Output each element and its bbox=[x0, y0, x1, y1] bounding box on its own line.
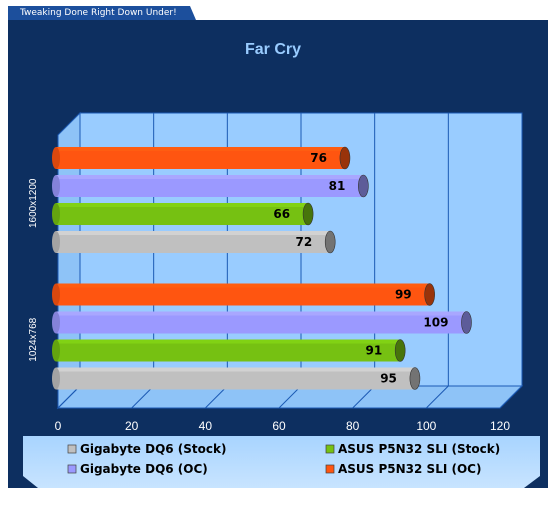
legend-label-asus-p5n32-sli-stock: ASUS P5N32 SLI (Stock) bbox=[338, 442, 500, 456]
floor-gridline-60 bbox=[278, 385, 302, 409]
floor-gridline-0 bbox=[57, 385, 81, 409]
bar-asus-p5n32-sli-oc-1024x768 bbox=[52, 283, 435, 306]
floor-gridline-120 bbox=[499, 385, 523, 409]
legend-label-gigabyte-dq6-stock: Gigabyte DQ6 (Stock) bbox=[80, 442, 227, 456]
data-label-asus-p5n32-sli-oc-1600x1200: 76 bbox=[310, 151, 327, 165]
x-tick-label-40: 40 bbox=[199, 419, 213, 433]
x-tick-label-120: 120 bbox=[490, 419, 510, 433]
data-label-asus-p5n32-sli-stock-1024x768: 91 bbox=[365, 344, 382, 358]
legend-swatch-asus-p5n32-sli-oc bbox=[325, 464, 335, 474]
chart-title: Far Cry bbox=[245, 41, 301, 58]
floor-gridline-20 bbox=[131, 385, 155, 409]
legend-swatch-asus-p5n32-sli-stock bbox=[325, 444, 335, 454]
data-label-asus-p5n32-sli-oc-1024x768: 99 bbox=[395, 288, 412, 302]
site-banner-tab bbox=[8, 6, 196, 20]
data-label-gigabyte-dq6-oc-1600x1200: 81 bbox=[329, 179, 346, 193]
legend: Gigabyte DQ6 (Stock) ASUS P5N32 SLI (Sto… bbox=[23, 436, 540, 488]
legend-label-gigabyte-dq6-oc: Gigabyte DQ6 (OC) bbox=[80, 462, 208, 476]
data-label-gigabyte-dq6-stock-1600x1200: 72 bbox=[295, 235, 312, 249]
data-label-asus-p5n32-sli-stock-1600x1200: 66 bbox=[273, 207, 290, 221]
category-label-1024x768: 1024x768 bbox=[28, 317, 39, 361]
x-tick-label-100: 100 bbox=[416, 419, 436, 433]
bar-gigabyte-dq6-oc-1024x768 bbox=[52, 311, 472, 334]
bar-gigabyte-dq6-stock-1600x1200 bbox=[52, 230, 336, 254]
bar-asus-p5n32-sli-oc-1600x1200 bbox=[52, 146, 351, 170]
legend-swatch-gigabyte-dq6-stock bbox=[67, 444, 77, 454]
data-label-gigabyte-dq6-oc-1024x768: 109 bbox=[423, 316, 448, 330]
category-label-1600x1200: 1600x1200 bbox=[28, 178, 39, 228]
x-tick-label-80: 80 bbox=[346, 419, 360, 433]
site-banner-text: Tweaking Done Right Down Under! bbox=[20, 8, 177, 18]
floor-gridline-100 bbox=[425, 385, 449, 409]
legend-label-asus-p5n32-sli-oc: ASUS P5N32 SLI (OC) bbox=[338, 462, 481, 476]
legend-swatch-gigabyte-dq6-oc bbox=[67, 464, 77, 474]
bar-asus-p5n32-sli-stock-1024x768 bbox=[52, 339, 406, 362]
floor-gridline-80 bbox=[352, 385, 376, 409]
chart-panel: 76 81 66 72 1600x1200 99 109 91 95 1024x768 0 20 40… bbox=[8, 20, 548, 488]
bar-asus-p5n32-sli-stock-1600x1200 bbox=[52, 202, 314, 226]
bar-gigabyte-dq6-oc-1600x1200 bbox=[52, 174, 369, 198]
bar-gigabyte-dq6-stock-1024x768 bbox=[52, 367, 421, 390]
x-tick-label-20: 20 bbox=[125, 419, 139, 433]
x-tick-label-0: 0 bbox=[55, 419, 62, 433]
data-label-gigabyte-dq6-stock-1024x768: 95 bbox=[380, 372, 397, 386]
x-tick-label-60: 60 bbox=[272, 419, 286, 433]
floor-gridline-40 bbox=[204, 385, 228, 409]
